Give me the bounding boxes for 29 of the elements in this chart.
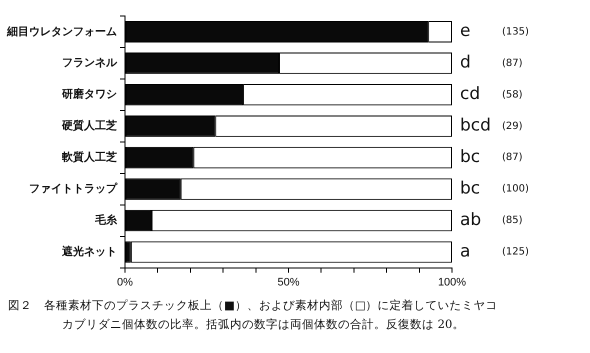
text: bcd <box>460 116 491 136</box>
text: ab <box>460 210 482 230</box>
text: cd <box>460 84 480 104</box>
text: (87) <box>502 58 523 69</box>
y-tick-label: 軟質人工芝 <box>61 150 117 164</box>
x-tick-label: 0% <box>117 276 134 288</box>
text: d <box>460 52 471 73</box>
y-tick-label: 毛糸 <box>94 214 118 227</box>
y-tick-label: フランネル <box>62 57 118 70</box>
text: (58) <box>502 89 523 100</box>
text: bc <box>460 147 480 168</box>
text: (87) <box>502 152 523 164</box>
text: a <box>460 241 470 262</box>
y-tick-label: 硬質人工芝 <box>61 119 117 132</box>
x-tick-label: 50% <box>277 276 300 288</box>
text: bc <box>460 178 480 199</box>
x-tick-label: 100% <box>438 276 466 288</box>
text: (85) <box>502 215 523 226</box>
y-tick-label: 遮光ネット <box>61 245 117 258</box>
caption: 図２ 各種素材下のプラスチック板上（■）、および素材内部（□）に定着していたミヤコ <box>8 297 499 314</box>
text: (100) <box>502 184 529 195</box>
text: カブリダニ個体数の比率。括弧内の数字は両個体数の合計。反復数は 20。 <box>61 316 466 333</box>
text: (135) <box>502 26 529 38</box>
text: e <box>460 21 470 42</box>
text: (29) <box>502 120 523 132</box>
y-tick-label: 細目ウレタンフォーム <box>6 26 117 38</box>
y-tick-label: ファイトトラップ <box>29 182 118 196</box>
y-tick-label: 研磨タワシ <box>61 88 117 101</box>
text: (125) <box>502 246 529 258</box>
